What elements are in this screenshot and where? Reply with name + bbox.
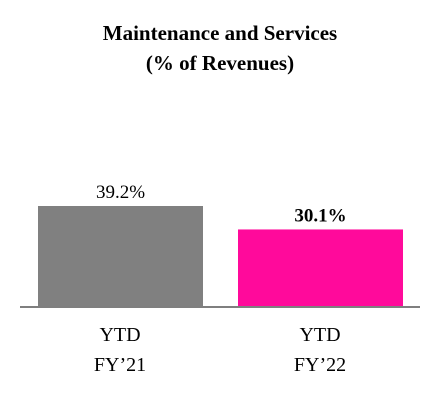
chart-subtitle: (% of Revenues) <box>145 51 295 75</box>
category-label-2-line-1: YTD <box>299 324 340 346</box>
category-label-1-line-1: YTD <box>99 324 140 346</box>
chart-title-block: Maintenance and Services (% of Revenues) <box>0 18 440 78</box>
category-label-1-line-2: FY’21 <box>94 354 146 376</box>
data-label-2: 30.1% <box>294 205 346 226</box>
chart-title: Maintenance and Services <box>102 21 338 45</box>
bar-1 <box>38 206 203 307</box>
bar-2 <box>238 229 403 307</box>
category-label-2-line-2: FY’22 <box>294 354 346 376</box>
data-label-1: 39.2% <box>96 182 145 203</box>
